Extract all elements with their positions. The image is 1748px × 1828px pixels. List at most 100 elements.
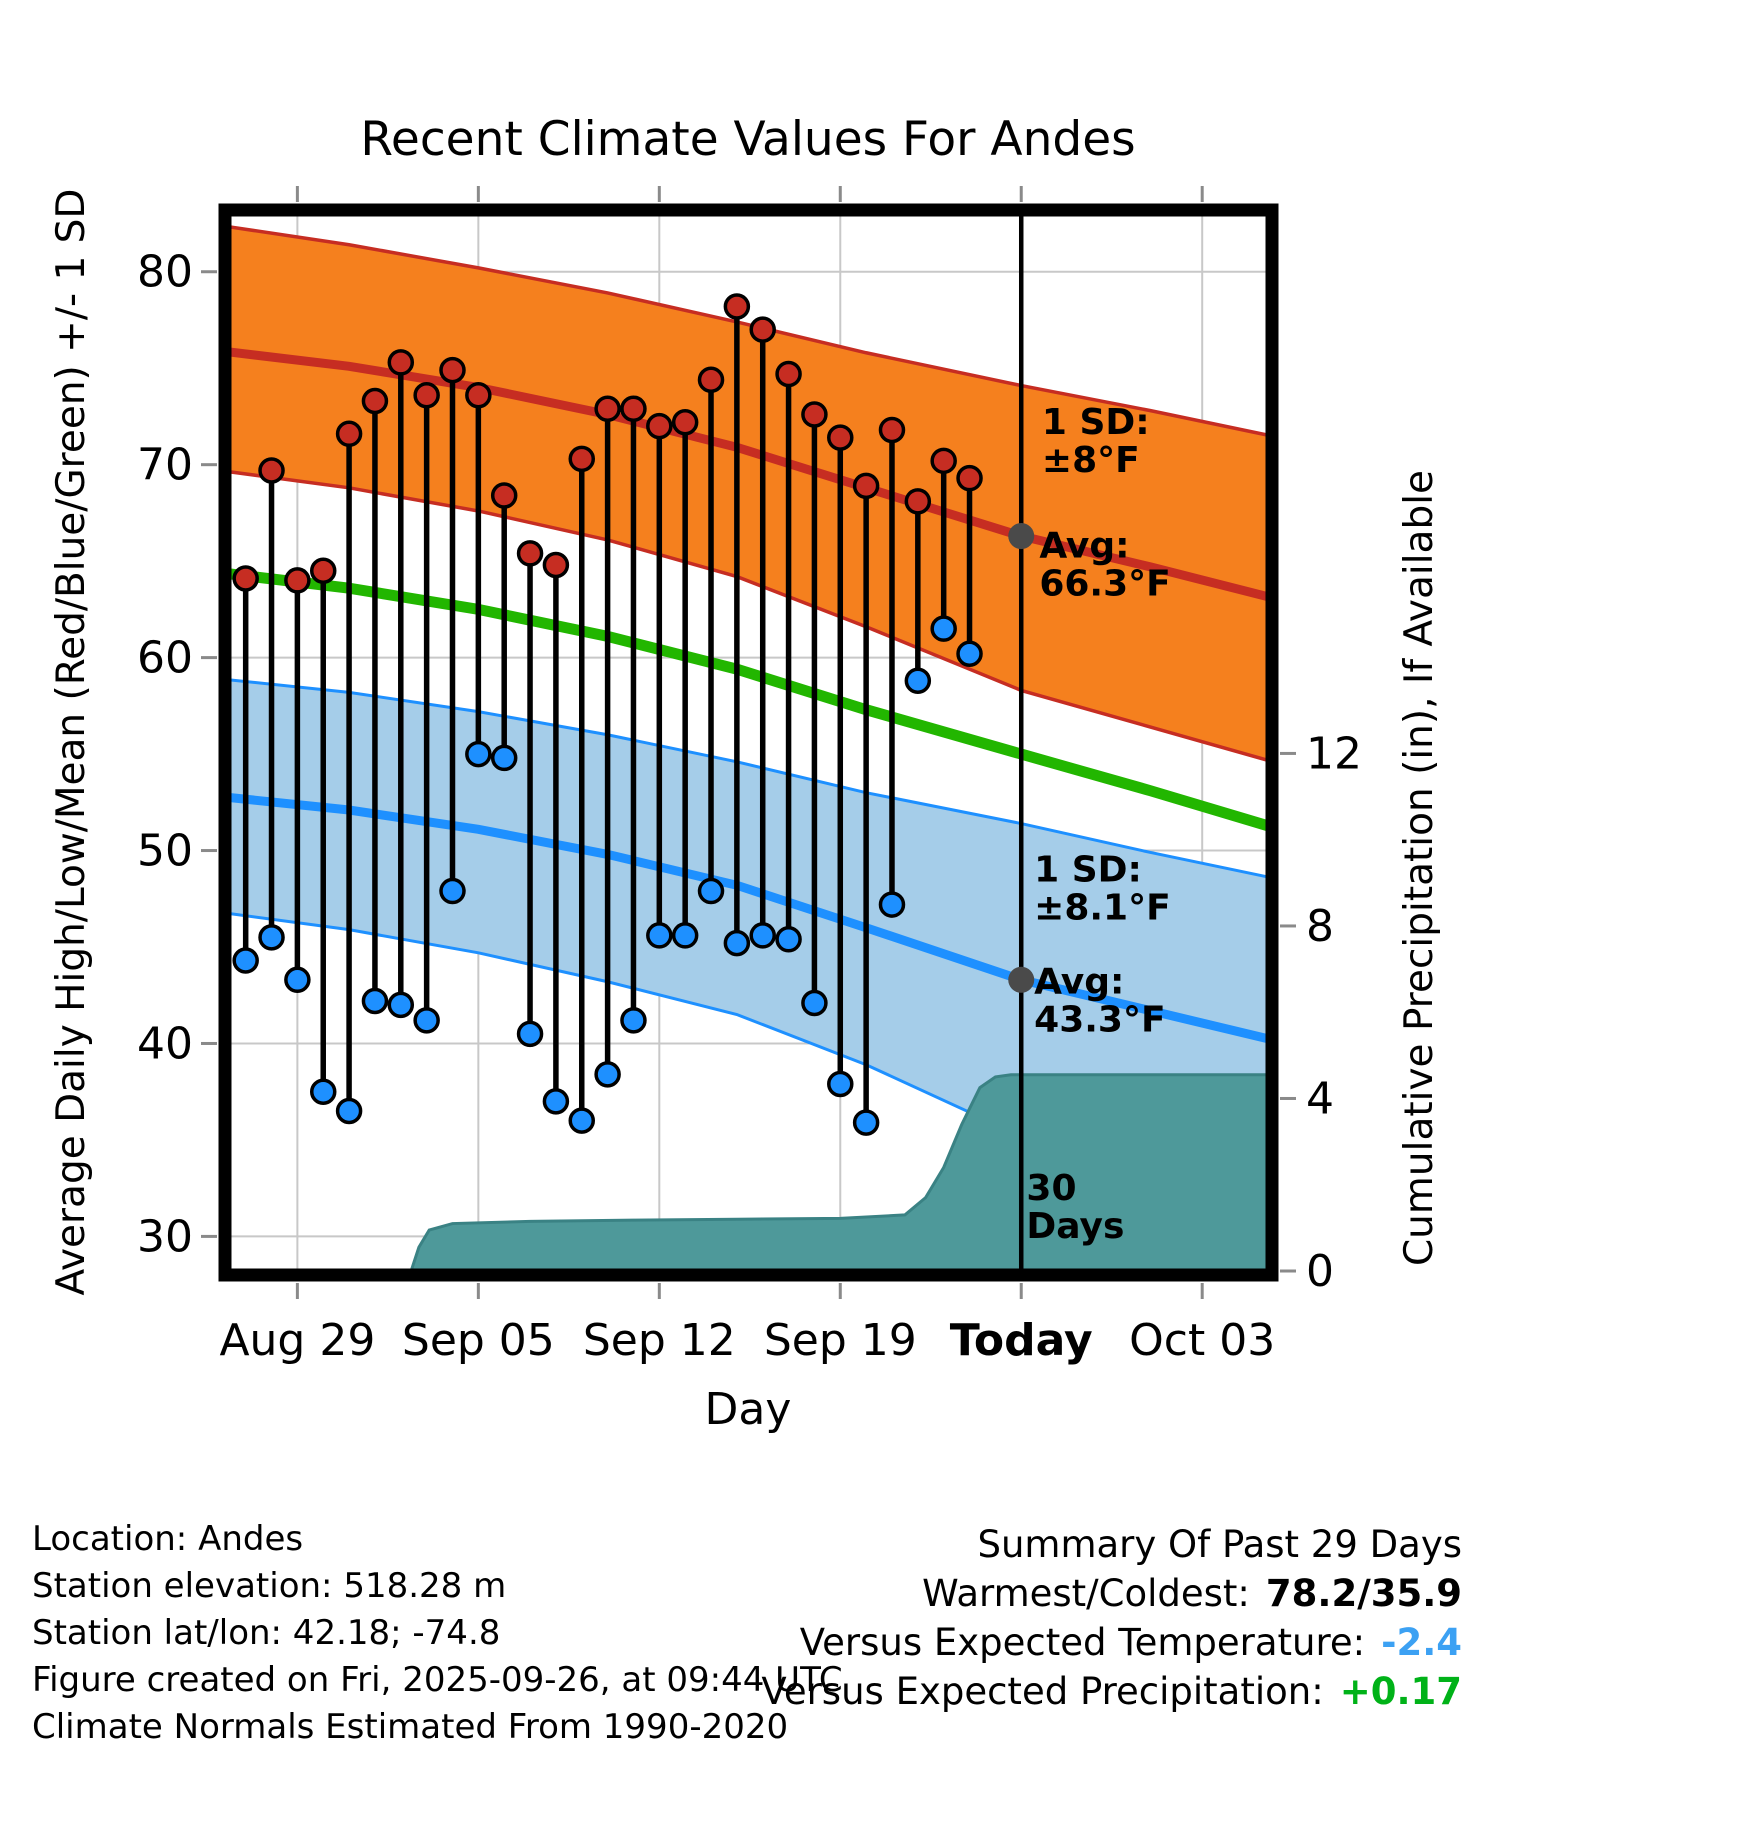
daily-high-dot: [775, 360, 802, 388]
avg-marker: [1008, 966, 1035, 993]
daily-low-dot: [309, 1078, 337, 1105]
daily-high-dot: [930, 447, 957, 475]
daily-low-dot: [775, 926, 802, 953]
x-tick-label: Sep 05: [402, 1315, 555, 1366]
daily-low-dot: [542, 1088, 570, 1115]
daily-high-dot: [490, 482, 518, 509]
daily-low-dot: [361, 987, 389, 1015]
daily-low-dot: [723, 929, 751, 957]
daily-high-dot: [284, 567, 311, 594]
summary-label: Versus Expected Precipitation:: [761, 1670, 1324, 1713]
y-axis-label-right: Cumulative Precipitation (in), If Availa…: [1397, 470, 1442, 1266]
axis-ticks: [201, 186, 1296, 1299]
summary-row-vs-precipitation: Versus Expected Precipitation: +0.17: [761, 1667, 1462, 1716]
daily-high-dot: [258, 457, 285, 484]
daily-low-dot: [801, 989, 828, 1017]
daily-low-dot: [671, 922, 699, 949]
y-left-tick-label: 70: [137, 440, 193, 491]
x-axis-label: Day: [705, 1384, 792, 1435]
daily-high-dot: [439, 356, 466, 384]
x-tick-label: Aug 29: [219, 1315, 375, 1366]
daily-observations: [232, 293, 983, 1136]
plot-border: [218, 203, 1279, 1282]
y-right-tick-label: 0: [1306, 1246, 1334, 1297]
summary-label: Warmest/Coldest:: [922, 1572, 1250, 1615]
daily-high-dot: [852, 472, 880, 500]
daily-low-dot: [878, 891, 906, 918]
meta-location: Location: Andes: [32, 1519, 304, 1559]
figure-metadata: Location: Andes Station elevation: 518.2…: [32, 1516, 843, 1751]
high-sd-band: [219, 225, 1278, 764]
meta-normals: Climate Normals Estimated From 1990-2020: [32, 1707, 789, 1747]
daily-high-dot: [646, 412, 673, 440]
daily-high-dot: [516, 540, 544, 567]
y-left-tick-label: 80: [137, 247, 193, 298]
daily-high-dot: [309, 557, 337, 585]
chart-annotation: Avg:: [1034, 961, 1124, 1002]
daily-high-dot: [723, 293, 751, 320]
daily-high-dot: [232, 565, 259, 592]
daily-high-dot: [542, 551, 570, 579]
y-right-tick-label: 4: [1306, 1073, 1334, 1124]
daily-low-dot: [852, 1109, 880, 1136]
daily-high-dot: [594, 395, 621, 422]
y-left-tick-label: 40: [137, 1018, 193, 1069]
daily-low-dot: [827, 1070, 854, 1098]
y-axis-label-left: Average Daily High/Low/Mean (Red/Blue/Gr…: [49, 189, 94, 1296]
summary-value: 78.2/35.9: [1265, 1572, 1462, 1615]
daily-low-dot: [620, 1007, 647, 1034]
daily-high-dot: [878, 416, 906, 444]
precip-area: [219, 1073, 1278, 1273]
daily-low-dot: [465, 740, 492, 768]
daily-high-dot: [749, 316, 776, 343]
daily-low-dot: [749, 922, 776, 949]
chart-annotation: 66.3°F: [1039, 563, 1170, 604]
y-left-tick-label: 60: [137, 633, 193, 684]
summary-value: -2.4: [1381, 1621, 1462, 1664]
tick-labels: 30 40 50 60 70 80 0 4 8 12 Aug 29 Sep 05 Sep 12 Sep 1…: [137, 247, 1362, 1366]
chart-annotation: Avg:: [1039, 525, 1129, 566]
chart-annotation: ±8°F: [1042, 440, 1140, 481]
x-tick-label: Sep 12: [583, 1315, 736, 1366]
daily-low-dot: [697, 877, 725, 905]
y-left-tick-label: 50: [137, 826, 193, 877]
daily-high-dot: [387, 349, 415, 376]
daily-low-dot: [232, 947, 259, 974]
summary-row-warmest-coldest: Warmest/Coldest: 78.2/35.9: [761, 1569, 1462, 1618]
daily-low-dot: [439, 877, 466, 905]
meta-latlon: Station lat/lon: 42.18; -74.8: [32, 1613, 501, 1653]
daily-high-dot: [956, 464, 983, 492]
daily-low-dot: [258, 924, 285, 951]
x-tick-label: Oct 03: [1129, 1315, 1275, 1366]
avg-marker: [1008, 523, 1035, 550]
chart-annotation: 30: [1026, 1168, 1076, 1209]
chart-annotation: 1 SD:: [1042, 402, 1150, 443]
summary-title: Summary Of Past 29 Days: [977, 1523, 1462, 1566]
daily-high-dot: [827, 424, 854, 451]
daily-low-dot: [930, 615, 957, 642]
daily-high-dot: [413, 381, 440, 409]
daily-high-dot: [801, 401, 828, 428]
daily-low-dot: [956, 640, 983, 667]
daily-low-dot: [387, 991, 415, 1019]
daily-high-dot: [620, 395, 647, 422]
x-tick-label: Today: [950, 1315, 1093, 1366]
y-right-tick-label: 8: [1306, 901, 1334, 952]
daily-low-dot: [904, 667, 932, 695]
summary-panel: Summary Of Past 29 Days Warmest/Coldest:…: [761, 1520, 1462, 1716]
daily-high-dot: [465, 381, 492, 409]
daily-high-dot: [568, 445, 596, 473]
chart-annotation: 43.3°F: [1034, 999, 1165, 1040]
daily-low-dot: [284, 966, 311, 994]
daily-low-dot: [413, 1007, 440, 1034]
meta-elevation: Station elevation: 518.28 m: [32, 1566, 507, 1606]
daily-low-dot: [335, 1097, 363, 1125]
summary-row-vs-temperature: Versus Expected Temperature: -2.4: [761, 1618, 1462, 1667]
meta-created: Figure created on Fri, 2025-09-26, at 09…: [32, 1660, 843, 1700]
chart-annotation: Days: [1026, 1206, 1124, 1247]
daily-high-dot: [904, 488, 932, 515]
daily-high-dot: [361, 387, 389, 415]
